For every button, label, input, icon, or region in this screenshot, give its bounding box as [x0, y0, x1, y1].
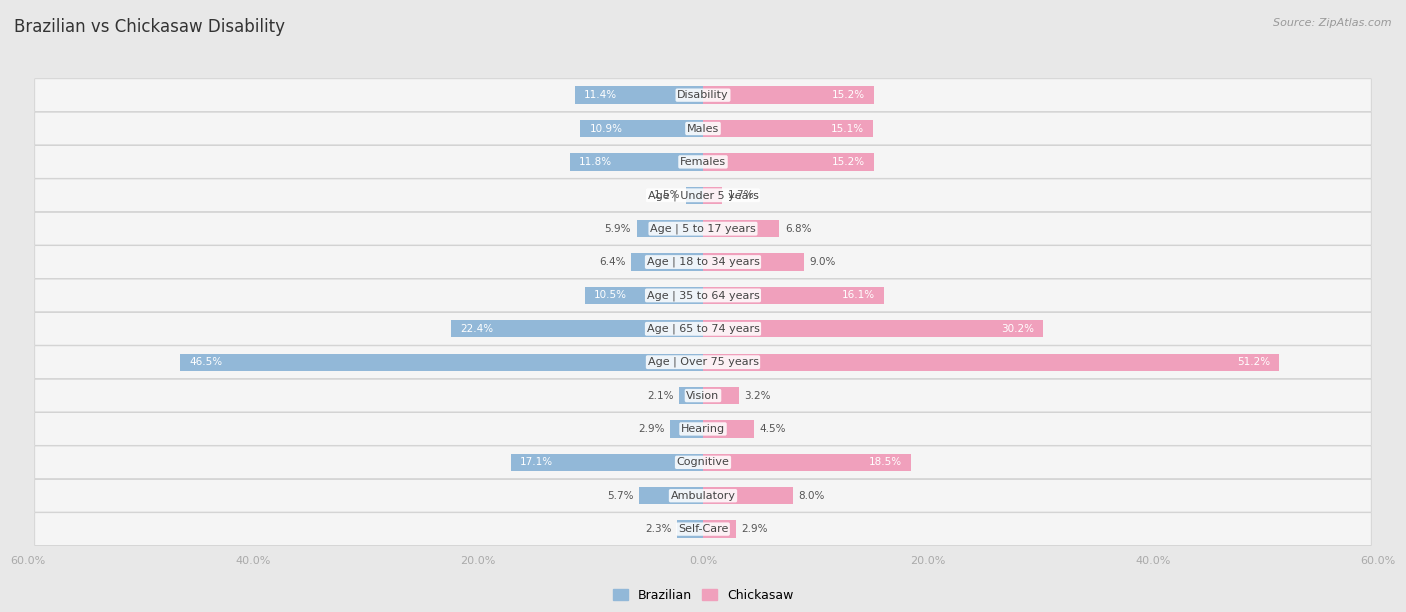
Text: 10.9%: 10.9%	[589, 124, 623, 133]
Bar	[581, 120, 703, 137]
Text: 2.3%: 2.3%	[645, 524, 672, 534]
Text: 11.4%: 11.4%	[583, 90, 617, 100]
Text: Age | 35 to 64 years: Age | 35 to 64 years	[647, 290, 759, 300]
Bar	[575, 86, 703, 104]
Bar	[703, 520, 735, 538]
Text: 2.9%: 2.9%	[741, 524, 768, 534]
FancyBboxPatch shape	[35, 412, 1371, 446]
Bar	[638, 487, 703, 504]
Text: Age | 65 to 74 years: Age | 65 to 74 years	[647, 324, 759, 334]
Bar	[571, 153, 703, 171]
Text: Source: ZipAtlas.com: Source: ZipAtlas.com	[1274, 18, 1392, 28]
Bar	[703, 253, 804, 271]
Text: 51.2%: 51.2%	[1237, 357, 1270, 367]
FancyBboxPatch shape	[35, 79, 1371, 111]
FancyBboxPatch shape	[35, 212, 1371, 245]
Text: Age | 18 to 34 years: Age | 18 to 34 years	[647, 257, 759, 267]
Legend: Brazilian, Chickasaw: Brazilian, Chickasaw	[607, 584, 799, 606]
Text: 30.2%: 30.2%	[1001, 324, 1033, 334]
Text: 1.5%: 1.5%	[654, 190, 681, 200]
FancyBboxPatch shape	[35, 379, 1371, 412]
Text: Hearing: Hearing	[681, 424, 725, 434]
FancyBboxPatch shape	[35, 513, 1371, 545]
Bar	[585, 287, 703, 304]
Text: 5.9%: 5.9%	[605, 223, 631, 234]
Text: 17.1%: 17.1%	[520, 457, 553, 468]
Bar	[686, 187, 703, 204]
Bar	[679, 387, 703, 405]
Text: 6.8%: 6.8%	[785, 223, 811, 234]
Text: Ambulatory: Ambulatory	[671, 491, 735, 501]
FancyBboxPatch shape	[35, 313, 1371, 345]
Text: 22.4%: 22.4%	[460, 324, 494, 334]
Bar	[703, 354, 1279, 371]
Bar	[703, 120, 873, 137]
Bar	[703, 387, 740, 405]
Text: 9.0%: 9.0%	[810, 257, 837, 267]
Text: Age | Under 5 years: Age | Under 5 years	[648, 190, 758, 201]
FancyBboxPatch shape	[35, 112, 1371, 145]
FancyBboxPatch shape	[35, 179, 1371, 212]
Text: Brazilian vs Chickasaw Disability: Brazilian vs Chickasaw Disability	[14, 18, 285, 36]
Text: 10.5%: 10.5%	[593, 291, 627, 300]
Text: 4.5%: 4.5%	[759, 424, 786, 434]
Text: 6.4%: 6.4%	[599, 257, 626, 267]
Bar	[678, 520, 703, 538]
Bar	[703, 320, 1043, 337]
Text: 46.5%: 46.5%	[188, 357, 222, 367]
Bar	[703, 287, 884, 304]
Text: Age | 5 to 17 years: Age | 5 to 17 years	[650, 223, 756, 234]
Text: 1.7%: 1.7%	[728, 190, 754, 200]
Text: Age | Over 75 years: Age | Over 75 years	[648, 357, 758, 367]
Bar	[703, 453, 911, 471]
Text: Disability: Disability	[678, 90, 728, 100]
Text: 2.9%: 2.9%	[638, 424, 665, 434]
Text: 5.7%: 5.7%	[607, 491, 633, 501]
FancyBboxPatch shape	[35, 245, 1371, 278]
Text: Self-Care: Self-Care	[678, 524, 728, 534]
FancyBboxPatch shape	[35, 279, 1371, 312]
Text: Vision: Vision	[686, 390, 720, 401]
Text: Cognitive: Cognitive	[676, 457, 730, 468]
Bar	[510, 453, 703, 471]
Bar	[703, 153, 875, 171]
Text: 15.1%: 15.1%	[831, 124, 863, 133]
Bar	[703, 220, 779, 237]
Text: 2.1%: 2.1%	[647, 390, 673, 401]
FancyBboxPatch shape	[35, 146, 1371, 178]
Bar	[180, 354, 703, 371]
Bar	[703, 187, 723, 204]
Bar	[703, 86, 875, 104]
Text: 11.8%: 11.8%	[579, 157, 613, 167]
Bar	[671, 420, 703, 438]
Bar	[631, 253, 703, 271]
Text: Males: Males	[688, 124, 718, 133]
Text: 15.2%: 15.2%	[832, 90, 865, 100]
Bar	[637, 220, 703, 237]
Text: 8.0%: 8.0%	[799, 491, 825, 501]
Bar	[451, 320, 703, 337]
Text: 3.2%: 3.2%	[745, 390, 770, 401]
FancyBboxPatch shape	[35, 346, 1371, 379]
FancyBboxPatch shape	[35, 446, 1371, 479]
Bar	[703, 487, 793, 504]
Text: 16.1%: 16.1%	[842, 291, 875, 300]
Text: 18.5%: 18.5%	[869, 457, 903, 468]
Bar	[703, 420, 754, 438]
Text: 15.2%: 15.2%	[832, 157, 865, 167]
Text: Females: Females	[681, 157, 725, 167]
FancyBboxPatch shape	[35, 479, 1371, 512]
